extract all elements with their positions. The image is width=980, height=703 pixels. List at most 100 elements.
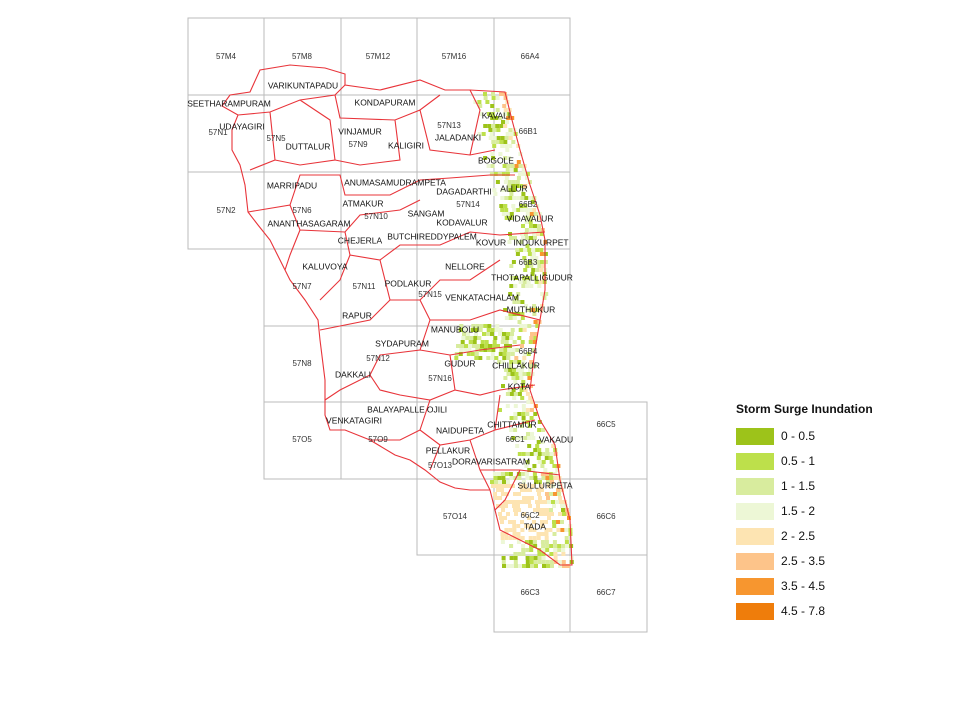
inundation-cell — [537, 492, 541, 496]
inundation-cell — [522, 480, 526, 484]
inundation-cell — [475, 324, 480, 328]
inundation-cell — [482, 332, 486, 336]
inundation-cell — [552, 464, 557, 468]
inundation-cell — [506, 164, 511, 168]
inundation-cell — [516, 312, 521, 316]
sheet-label: 66A4 — [521, 52, 540, 61]
sheet-label: 57N6 — [292, 206, 312, 215]
inundation-cell — [504, 216, 509, 220]
inundation-cell — [535, 324, 540, 328]
inundation-cell — [494, 356, 499, 360]
inundation-cell — [555, 468, 560, 472]
inundation-cell — [498, 152, 503, 156]
inundation-cell — [495, 124, 500, 128]
mandal-label: ATMAKUR — [343, 198, 384, 208]
district-boundary — [221, 64, 573, 566]
inundation-cell — [503, 500, 507, 504]
inundation-cell — [520, 528, 525, 532]
sheet-label: 57N10 — [364, 212, 388, 221]
inundation-cell — [512, 316, 517, 320]
inundation-cell — [501, 336, 506, 340]
inundation-cell — [525, 244, 530, 248]
inundation-cell — [527, 180, 532, 184]
inundation-cell — [532, 208, 537, 212]
inundation-cell — [509, 392, 514, 396]
inundation-cell — [527, 436, 532, 440]
inundation-cell — [532, 340, 537, 344]
inundation-cell — [529, 416, 534, 420]
inundation-cell — [535, 248, 540, 252]
inundation-cell — [541, 264, 546, 268]
inundation-cell — [537, 284, 542, 288]
inundation-cell — [478, 328, 483, 332]
inundation-cell — [550, 512, 554, 516]
inundation-cell — [508, 292, 513, 296]
sheet-label: 57N8 — [292, 359, 312, 368]
inundation-cell — [500, 488, 504, 492]
inundation-cell — [484, 340, 489, 344]
inundation-cell — [558, 512, 562, 516]
inundation-cell — [519, 436, 524, 440]
inundation-cell — [499, 92, 503, 96]
inundation-cell — [531, 484, 535, 488]
inundation-cell — [518, 280, 523, 284]
inundation-cell — [504, 472, 509, 476]
inundation-cell — [488, 128, 493, 132]
legend-swatch — [736, 478, 774, 495]
inundation-cell — [504, 136, 509, 140]
inundation-cell — [522, 512, 526, 516]
inundation-cell — [523, 268, 528, 272]
inundation-cell — [513, 416, 518, 420]
inundation-cell — [547, 484, 551, 488]
legend-swatch — [736, 553, 774, 570]
inundation-cell — [504, 368, 509, 372]
sheet-label: 57O14 — [443, 512, 468, 521]
inundation-cell — [500, 144, 505, 148]
inundation-cell — [504, 340, 509, 344]
inundation-cell — [499, 140, 504, 144]
sheet-label: 57O9 — [368, 435, 388, 444]
inundation-cell — [512, 532, 517, 536]
inundation-cell — [520, 364, 525, 368]
inundation-cell — [524, 228, 529, 232]
inundation-cell — [507, 388, 512, 392]
inundation-cell — [494, 496, 498, 500]
inundation-cell — [533, 508, 537, 512]
sheet-label: 57M12 — [366, 52, 391, 61]
inundation-cell — [522, 280, 527, 284]
inundation-cell — [532, 364, 537, 368]
inundation-cell — [541, 548, 546, 552]
inundation-cell — [516, 524, 521, 528]
inundation-cell — [549, 492, 553, 496]
inundation-cell — [480, 344, 484, 348]
inundation-cell — [499, 204, 504, 208]
inundation-cell — [504, 144, 509, 148]
inundation-cell — [539, 248, 544, 252]
inundation-cell — [498, 332, 502, 336]
inundation-cell — [522, 256, 527, 260]
inundation-cell — [508, 188, 513, 192]
mandal-label: VAKADU — [539, 434, 573, 444]
inundation-cell — [503, 96, 508, 100]
inundation-cell — [529, 284, 534, 288]
inundation-cell — [537, 508, 541, 512]
inundation-cell — [533, 320, 538, 324]
inundation-cell — [510, 564, 514, 568]
inundation-cell — [528, 540, 533, 544]
inundation-cell — [462, 332, 466, 336]
inundation-cell — [521, 384, 525, 388]
inundation-cell — [461, 336, 466, 340]
inundation-cell — [531, 252, 536, 256]
legend-label: 2 - 2.5 — [781, 529, 815, 543]
inundation-cell — [540, 440, 545, 444]
inundation-cell — [466, 352, 471, 356]
inundation-cell — [503, 156, 508, 160]
inundation-cell — [528, 396, 533, 400]
inundation-cell — [479, 324, 484, 328]
inundation-cell — [523, 484, 527, 488]
inundation-cell — [537, 560, 542, 564]
inundation-cell — [534, 564, 538, 568]
inundation-cell — [519, 500, 523, 504]
inundation-cell — [504, 208, 509, 212]
